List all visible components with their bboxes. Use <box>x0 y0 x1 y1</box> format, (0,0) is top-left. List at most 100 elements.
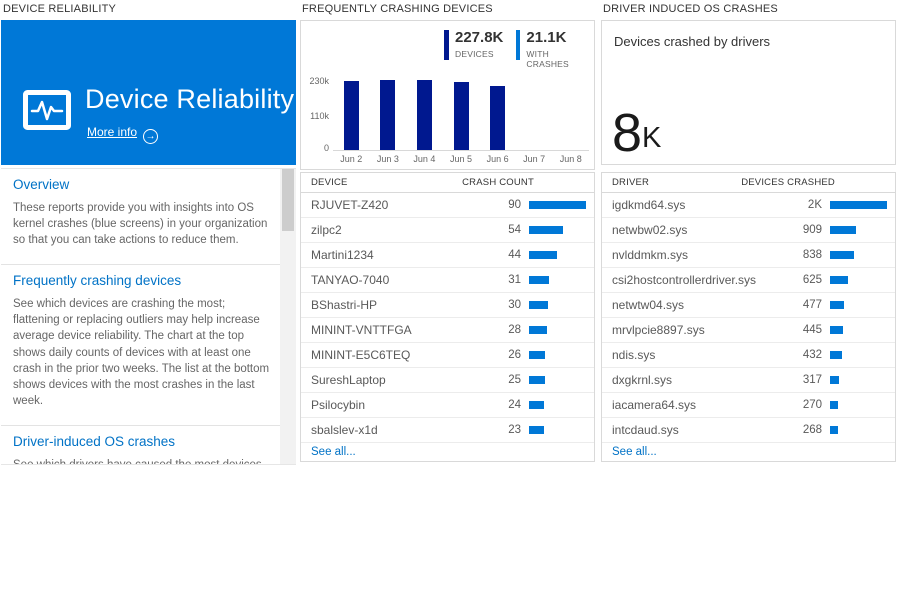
table-row[interactable]: MININT-VNTTFGA 28 <box>301 318 594 343</box>
row-count: 432 <box>802 349 822 361</box>
table-row[interactable]: dxgkrnl.sys 317 <box>602 368 895 393</box>
table-row[interactable]: SureshLaptop 25 <box>301 368 594 393</box>
row-name: sbalslev-x1d <box>311 423 378 437</box>
chart-bar-slot <box>406 80 443 150</box>
table-row[interactable]: Martini1234 44 <box>301 243 594 268</box>
row-count-bar <box>529 201 586 209</box>
table-row[interactable]: RJUVET-Z420 90 <box>301 193 594 218</box>
driver-column-header: DRIVER <box>612 177 650 188</box>
table-row[interactable]: igdkmd64.sys 2K <box>602 193 895 218</box>
table-row[interactable]: ndis.sys 432 <box>602 343 895 368</box>
arrow-right-circle-icon: → <box>143 129 159 144</box>
row-count-bar <box>529 301 548 309</box>
row-count: 25 <box>508 374 521 386</box>
device-reliability-tile[interactable]: Device Reliability More info → <box>1 20 296 165</box>
row-bar-track <box>830 301 887 309</box>
row-count-bar <box>529 326 547 334</box>
row-bar-track <box>529 376 586 384</box>
table-row[interactable]: intcdaud.sys 268 <box>602 418 895 443</box>
row-bar-track <box>830 376 887 384</box>
table-row[interactable]: nvlddmkm.sys 838 <box>602 243 895 268</box>
row-count-bar <box>529 226 563 234</box>
row-bar-track <box>529 276 586 284</box>
row-name: csi2hostcontrollerdriver.sys <box>612 273 757 287</box>
table-row[interactable]: MININT-E5C6TEQ 26 <box>301 343 594 368</box>
row-count-bar <box>830 326 843 334</box>
row-count-bar <box>830 426 838 434</box>
scrollbar[interactable] <box>280 169 296 464</box>
with-crashes-legend-chip <box>516 30 521 60</box>
section-heading-overview[interactable]: Overview <box>13 177 70 192</box>
table-row[interactable]: iacamera64.sys 270 <box>602 393 895 418</box>
row-bar-track <box>529 301 586 309</box>
stat-devices: 227.8K DEVICES <box>444 29 503 69</box>
row-name: Martini1234 <box>311 248 374 262</box>
row-count: 44 <box>508 249 521 261</box>
devices-crashed-unit: K <box>642 122 662 154</box>
column-header-driver-induced: DRIVER INDUCED OS CRASHES <box>603 3 778 15</box>
row-bar-track <box>830 226 887 234</box>
row-count: 625 <box>802 274 822 286</box>
x-axis-tick-label: Jun 6 <box>486 154 509 164</box>
row-bar-track <box>529 326 586 334</box>
table-row[interactable]: netwtw04.sys 477 <box>602 293 895 318</box>
x-axis-tick-label: Jun 8 <box>559 154 582 164</box>
devices-crashed-total: 8K <box>612 106 661 160</box>
row-bar-track <box>529 426 586 434</box>
column-header-frequently-crashing: FREQUENTLY CRASHING DEVICES <box>302 3 493 15</box>
table-row[interactable]: zilpc2 54 <box>301 218 594 243</box>
see-all-devices-link[interactable]: See all... <box>311 446 356 458</box>
device-table-header: DEVICE CRASH COUNT <box>301 173 594 193</box>
table-row[interactable]: netwbw02.sys 909 <box>602 218 895 243</box>
section-driver-induced-crashes: Driver-induced OS crashes See which driv… <box>1 424 280 464</box>
scrollbar-thumb[interactable] <box>282 169 294 231</box>
chart-bar[interactable] <box>453 82 469 150</box>
chart-bar[interactable] <box>380 80 396 150</box>
y-axis-tick-110k: 110k <box>310 111 329 121</box>
row-name: SureshLaptop <box>311 373 386 387</box>
row-bar-track <box>830 251 887 259</box>
table-row[interactable]: sbalslev-x1d 23 <box>301 418 594 443</box>
column-driver-induced-crashes: DRIVER INDUCED OS CRASHES Devices crashe… <box>601 0 896 600</box>
row-name: ndis.sys <box>612 348 656 362</box>
row-count: 23 <box>508 424 521 436</box>
more-info-link[interactable]: More info → <box>87 125 159 144</box>
row-name: Psilocybin <box>311 398 366 412</box>
row-count-bar <box>830 276 848 284</box>
chart-bar[interactable] <box>490 86 506 150</box>
table-row[interactable]: Psilocybin 24 <box>301 393 594 418</box>
row-count-bar <box>830 201 887 209</box>
y-axis-tick-230k: 230k <box>309 76 329 86</box>
x-axis-tick-label: Jun 3 <box>376 154 399 164</box>
see-all-drivers-link[interactable]: See all... <box>612 446 657 458</box>
with-crashes-label: WITH CRASHES <box>526 48 569 69</box>
row-name: TANYAO-7040 <box>311 273 390 287</box>
drivers-summary-panel: Devices crashed by drivers 8K <box>601 20 896 165</box>
x-axis-tick-label: Jun 2 <box>340 154 363 164</box>
table-row[interactable]: csi2hostcontrollerdriver.sys 625 <box>602 268 895 293</box>
row-name: igdkmd64.sys <box>612 198 686 212</box>
x-axis-tick-label: Jun 4 <box>413 154 436 164</box>
row-bar-track <box>529 201 586 209</box>
daily-crash-bar-chart: Jun 2 Jun 3 Jun 4 Jun 5 Jun 6 Jun 7 Jun 8 <box>333 80 589 164</box>
section-heading-frequently-crashing[interactable]: Frequently crashing devices <box>13 273 182 289</box>
chart-bar[interactable] <box>416 80 432 150</box>
row-count-bar <box>529 351 545 359</box>
row-bar-track <box>830 201 887 209</box>
chart-bar[interactable] <box>343 81 359 150</box>
row-count: 477 <box>802 299 822 311</box>
table-row[interactable]: mrvlpcie8897.sys 445 <box>602 318 895 343</box>
x-axis-tick-label: Jun 7 <box>523 154 546 164</box>
row-count: 909 <box>802 224 822 236</box>
table-row[interactable]: TANYAO-7040 31 <box>301 268 594 293</box>
device-column-header: DEVICE <box>311 177 348 188</box>
row-count-bar <box>529 376 545 384</box>
table-row[interactable]: BShastri-HP 30 <box>301 293 594 318</box>
row-count-bar <box>830 226 856 234</box>
row-count: 54 <box>508 224 521 236</box>
row-bar-track <box>529 351 586 359</box>
row-name: MININT-E5C6TEQ <box>311 348 411 362</box>
section-heading-driver-induced[interactable]: Driver-induced OS crashes <box>13 433 176 449</box>
row-count: 28 <box>508 324 521 336</box>
crashing-drivers-table: DRIVER DEVICES CRASHED igdkmd64.sys 2K net… <box>601 172 896 462</box>
